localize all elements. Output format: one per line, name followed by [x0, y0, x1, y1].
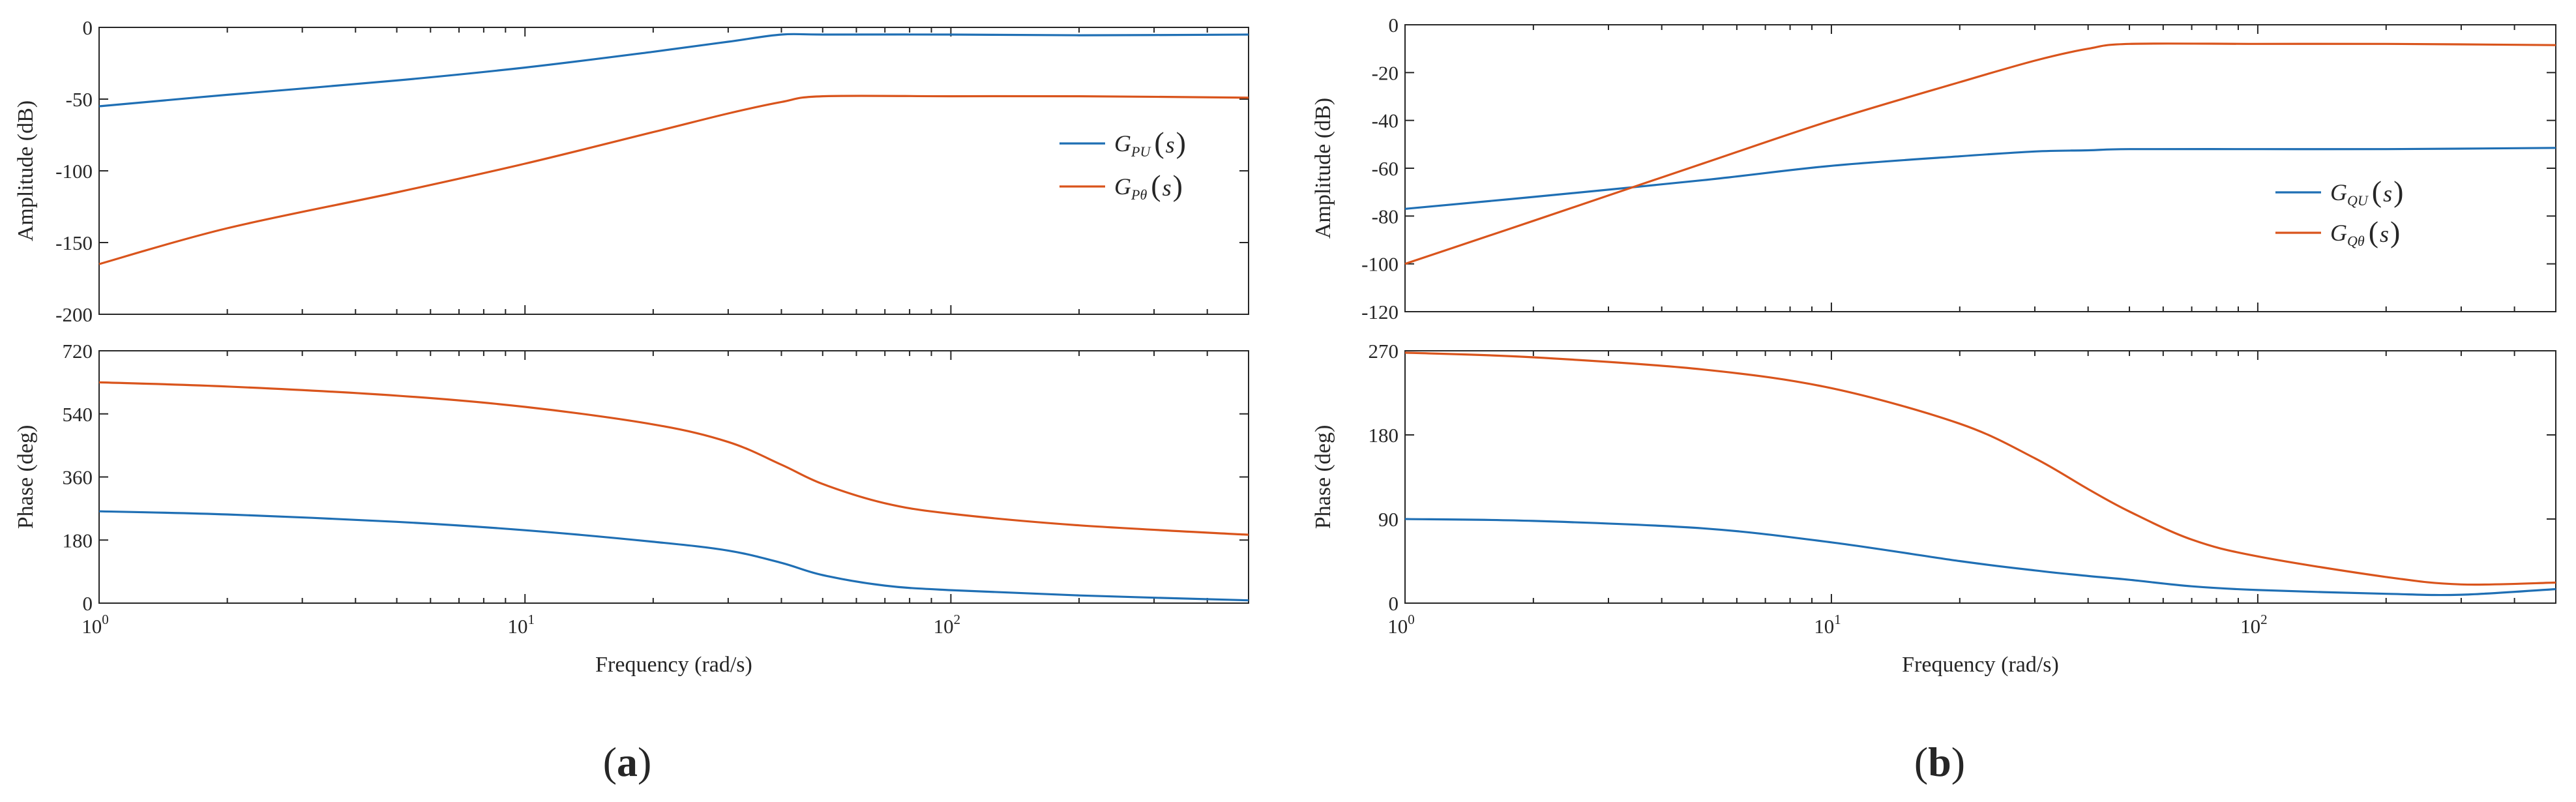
- plot-b-phase-xtick-label: 101: [1814, 612, 1841, 638]
- plot-a-phase-xtick-label: 101: [507, 612, 535, 638]
- plot-a-amplitude-ytick-label: -200: [55, 303, 93, 326]
- plot-a-amplitude-series-line-0: [98, 33, 1249, 108]
- plot-a-phase-series-line-1: [98, 381, 1249, 536]
- plot-a-amplitude-ylabel: Amplitude (dB): [14, 100, 38, 241]
- plot-b-amplitude-ytick-label: -80: [1372, 205, 1399, 228]
- plot-b-phase-ytick-label: 270: [1369, 340, 1399, 363]
- plot-b-phase-series-line-0: [1404, 518, 2556, 597]
- plot-b-amplitude-ytick-label: -100: [1361, 253, 1399, 276]
- plot-b-amplitude-ytick-label: -20: [1372, 61, 1399, 84]
- plot-b-phase-xtick-label: 100: [1387, 612, 1415, 638]
- plot-b-amplitude: 0 -20 -40 -60 -80 -100 -120 Amplitude (dB) GQU (s…: [1311, 14, 2556, 323]
- panel-label-a: (a): [603, 739, 652, 785]
- plot-a-phase-axes-frame: [98, 350, 1249, 604]
- plot-a-phase-series-line-0: [98, 510, 1249, 602]
- plot-a-amplitude-axes-frame: [98, 27, 1249, 315]
- plot-a-phase-xlabel: Frequency (rad/s): [595, 653, 752, 677]
- plot-b-amplitude-ytick-label: -120: [1361, 301, 1399, 323]
- plot-b-amplitude-ytick-label: 0: [1389, 14, 1399, 37]
- plot-a-amplitude-ytick-label: -150: [55, 231, 93, 254]
- plot-b-amplitude-ytick-label: -60: [1372, 157, 1399, 180]
- plot-b-amplitude-legend-entry-0: GQU (s): [2330, 175, 2403, 209]
- plot-a-amplitude-legend-entry-0: GPU (s): [1114, 126, 1186, 160]
- plot-a-phase-ytick-label: 540: [63, 403, 93, 426]
- plot-b-phase-ytick-label: 0: [1389, 592, 1399, 615]
- plot-a-amplitude-series-line-1: [98, 95, 1249, 265]
- panel-label-b: (b): [1914, 739, 1965, 785]
- plot-b-phase-ytick-label: 90: [1378, 508, 1399, 531]
- plot-a-phase-ytick-label: 360: [63, 466, 93, 489]
- plot-b-amplitude-series-line-0: [1404, 147, 2556, 210]
- plot-b-amplitude-legend-entry-1: GQθ (s): [2330, 215, 2400, 249]
- plot-a-phase-ytick-label: 0: [83, 592, 93, 615]
- plot-a-amplitude-ytick-label: -100: [55, 160, 93, 183]
- plot-b-phase-ytick-label: 180: [1369, 424, 1399, 447]
- plot-a-phase-ylabel: Phase (deg): [14, 425, 38, 529]
- plot-b-amplitude-series-line-1: [1404, 42, 2556, 265]
- plot-a-phase-ytick-label: 180: [63, 529, 93, 552]
- plot-a-amplitude-legend-entry-1: GPθ (s): [1114, 169, 1183, 203]
- plot-b-phase-series-line-1: [1404, 351, 2556, 586]
- plot-a-phase-xtick-label: 102: [934, 612, 961, 638]
- plot-a-phase-ytick-label: 720: [63, 340, 93, 363]
- plot-b-amplitude-ytick-label: -40: [1372, 110, 1399, 132]
- plot-b-phase-xlabel: Frequency (rad/s): [1902, 653, 2059, 677]
- plot-a-phase-xtick-label: 100: [81, 612, 109, 638]
- plot-b-amplitude-axes-frame: [1404, 24, 2556, 312]
- plot-b-phase-axes-frame: [1404, 350, 2556, 604]
- plot-b-amplitude-ylabel: Amplitude (dB): [1311, 98, 1335, 239]
- plot-a-amplitude-ytick-label: -50: [66, 88, 93, 111]
- plot-a-amplitude: 0 -50 -100 -150 -200 Amplitude (dB) GPU (s) GPθ(…: [14, 16, 1249, 326]
- plot-b-phase-xtick-label: 102: [2240, 612, 2268, 638]
- plot-b-phase-ylabel: Phase (deg): [1311, 425, 1335, 529]
- plot-a-amplitude-ytick-label: 0: [83, 16, 93, 39]
